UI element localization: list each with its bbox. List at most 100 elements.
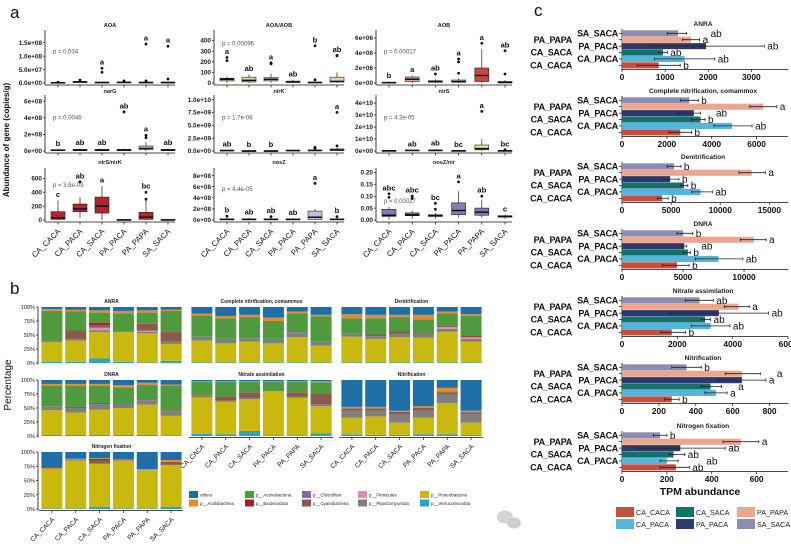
bar-ca-saca [239, 307, 261, 363]
segment-p-actinobacteria [365, 318, 387, 335]
segment-p-acidobacteria [310, 381, 332, 383]
segment-p-proteobacteria [136, 404, 158, 435]
bar-ca-caca [41, 452, 63, 509]
y-tick-label: 2e+10 [355, 124, 373, 131]
x-tick-label: 3000 [742, 72, 761, 82]
y-tick-label: CA_SACA [531, 115, 573, 125]
outlier-point [313, 44, 317, 48]
subplot-title: nosZ [272, 160, 286, 166]
segment-p-actinobacteria [191, 315, 213, 337]
p-value-label: p = 4.4e-05 [222, 187, 253, 193]
bar-pa-paca: ab PA_PACA [578, 108, 727, 119]
bar-sa-saca: b SA_SACA [577, 229, 702, 240]
bar-ca-paca [365, 307, 387, 363]
y-tick-label: 25% [24, 347, 35, 353]
y-tick-label: 7.5e+09 [188, 110, 212, 117]
segment-others [160, 380, 182, 385]
segment-p-actinobacteria [262, 321, 284, 339]
box-pa-paca [116, 79, 132, 88]
subplot-title: Nitrate assimilation [238, 372, 284, 378]
bar-ca-saca [389, 307, 411, 363]
segment-p-acidobacteria [89, 383, 111, 386]
bar-pa-papa: a PA_PAPA [534, 35, 709, 46]
box [94, 196, 110, 214]
legend-swatch [616, 507, 634, 517]
bar-ca-saca: ab CA_SACA [531, 48, 682, 59]
boxplot-aoa: AOA 0.0e+00 5.0e+07 1.0e+08 1.5e+08 a a a p = 0.… [19, 23, 176, 88]
boxplot-nosz-nir: nosZ/nir0.000.050.100.150.20abcCA_CACAab… [361, 160, 513, 259]
significance-letter: ab [715, 187, 727, 198]
segment-others [89, 307, 111, 311]
subplot-title: Nitrogen fixation [92, 444, 132, 450]
legend-item-ca-paca: CA_PACA [616, 519, 669, 529]
segment-p-verrucomicrobia [89, 506, 111, 509]
x-tick-label: SA_SACA [449, 443, 476, 470]
subplot-title: Nitrate assimilation [673, 288, 734, 295]
y-tick-label: 0e+00 [24, 148, 42, 155]
segment-p-planctomycetota [89, 404, 111, 410]
significance-letter: b [269, 140, 274, 149]
segment-p-planctomycetota [286, 396, 308, 398]
significance-letter: b [695, 128, 701, 139]
bar-ca-saca [89, 307, 111, 363]
bar-sa-saca [310, 307, 332, 363]
legend-swatch [358, 499, 367, 507]
significance-letter: b [682, 395, 688, 406]
x-tick-label: CA_SACA [377, 443, 404, 470]
box-ca-saca: ab [94, 138, 110, 156]
segment-p-actinobacteria [41, 385, 63, 407]
segment-p-actinobacteria [65, 311, 87, 331]
segment-p-planctomycetota [89, 330, 111, 333]
panel-c-legend: CA_CACA CA_PACA CA_SACA PA_PACA PA_PAPA SA_SA… [616, 507, 790, 529]
significance-letter: c [503, 204, 507, 213]
box-pa-paca: bc [451, 140, 466, 156]
x-tick-label: 4000 [702, 139, 721, 149]
stacked-bar-denitrification: Denitrification [341, 299, 482, 363]
legend-label: CA_CACA [636, 508, 670, 517]
segment-p-proteobacteria [262, 391, 284, 436]
bar-pa-paca [112, 380, 134, 436]
legend-swatch [245, 499, 254, 507]
segment-p-proteobacteria [112, 408, 134, 435]
bar-ca-saca: b CA_SACA [531, 181, 697, 192]
segment-others [341, 380, 363, 407]
y-tick-label: PA_PAPA [534, 369, 573, 379]
outlier-point [122, 79, 126, 83]
segment-p-proteobacteria [136, 470, 158, 509]
y-tick-label: PA_PAPA [534, 437, 573, 447]
boxplot-aoa-aob: AOA/AOB 0 100 200 300 400 a ab a ab b ab p = 0.00096 [200, 23, 345, 88]
stacked-bar-nitrogen-fixation: Nitrogen fixationCA_CACACA_PACACA_SACAPA… [21, 444, 183, 543]
legend-item-p-cyanobacteria: p__Cyanobacteria [302, 499, 349, 507]
y-tick-label: 6e+08 [24, 98, 42, 105]
x-tick-label: 0 [620, 205, 625, 215]
segment-p-cyanobacteria [341, 408, 363, 411]
legend-item-pa-paca: PA_PACA [676, 519, 728, 529]
stacked-bar-nitrate-assimilation: Nitrate assimilationCA_CACACA_PACACA_SAC… [179, 372, 333, 470]
x-tick-label: CA_SACA [77, 516, 104, 543]
y-tick-label: PA_PAPA [534, 168, 573, 178]
panel-b-y-axis-title: Percentage [3, 359, 14, 411]
significance-letter: a [730, 388, 736, 399]
box [474, 144, 490, 151]
box-pa-papa: a [474, 101, 490, 156]
outlier-point [225, 214, 229, 218]
significance-letter: b [704, 363, 710, 374]
bar [622, 176, 671, 183]
legend-label: p__Cyanobacteria [313, 501, 349, 506]
outlier-point [78, 78, 82, 82]
segment-others [460, 307, 482, 315]
significance-letter: a [100, 58, 105, 67]
segment-p-actinobacteria [262, 381, 284, 392]
legend-item-p-chloroflexi: p__Chloroflexi [302, 491, 341, 498]
boxplot-nirk: nirK 0.0e+00 2.5e+09 5.0e+09 7.5e+09 1.0e+10 a… [188, 89, 345, 156]
segment-p-cyanobacteria [136, 399, 158, 401]
bar [622, 249, 688, 256]
legend-label: p__Bacteroidota [256, 501, 289, 506]
y-tick-label: PA_PAPA [534, 302, 573, 312]
segment-p-acidobacteria [112, 385, 134, 388]
segment-p-acidobacteria [215, 381, 237, 382]
y-tick-label: 0e+00 [193, 217, 211, 224]
segment-p-verrucomicrobia [65, 508, 87, 509]
subplot-title: Nitrification [398, 372, 426, 378]
subplot-title: Denitrification [395, 299, 429, 305]
